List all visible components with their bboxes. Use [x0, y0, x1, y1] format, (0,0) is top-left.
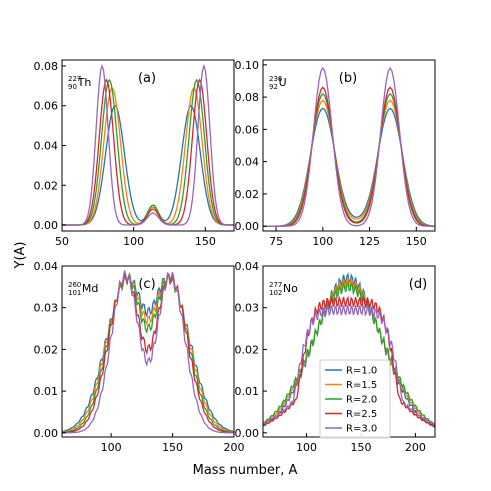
- series-line-r-1-0: [62, 271, 234, 433]
- series-line-r-2-5: [263, 86, 435, 227]
- series-line-r-3-0: [62, 270, 234, 434]
- y-tick-label: 0.01: [235, 385, 260, 398]
- y-tick-label: 0.10: [235, 59, 260, 72]
- y-tick-label: 0.06: [34, 100, 59, 113]
- nucleus-charge-number: 92: [269, 83, 278, 91]
- panel-b: 75 100 125 150 0.00 0.02 0.04 0.06 0.08 0.10 23692…: [235, 59, 436, 248]
- series-line-r-2-5: [263, 295, 435, 427]
- y-tick-label: 0.08: [235, 91, 260, 104]
- y-tick-label: 0.02: [235, 188, 260, 201]
- series-line-r-2-5: [62, 272, 234, 434]
- series-line-r-3-0: [62, 63, 234, 226]
- legend-box: [319, 359, 391, 439]
- y-tick-label: 0.02: [34, 179, 59, 192]
- axes-frame: [262, 59, 436, 232]
- nucleus-symbol: Md: [82, 282, 98, 295]
- y-tick-label: 0.00: [34, 427, 59, 440]
- series-line-r-1-0: [62, 104, 234, 226]
- nucleus-charge-number: 101: [68, 289, 81, 297]
- y-axis-title: Y(A): [13, 242, 28, 270]
- y-tick-label: 0.02: [235, 343, 260, 356]
- series-line-r-3-0: [263, 303, 435, 426]
- panel-label: (a): [138, 71, 156, 86]
- x-tick-label: 150: [350, 441, 371, 454]
- axes-frame: [61, 265, 235, 438]
- x-tick-label: 150: [195, 235, 216, 248]
- x-tick-label: 75: [269, 235, 283, 248]
- legend: R=1.0 R=1.5 R=2.0 R=2.5 R=3.0: [319, 359, 391, 439]
- legend-label: R=2.5: [346, 409, 377, 420]
- legend-label: R=2.0: [346, 395, 377, 406]
- y-tick-label: 0.04: [235, 260, 260, 273]
- legend-label: R=1.0: [346, 366, 377, 377]
- series-line-r-3-0: [263, 66, 435, 227]
- x-tick-label: 50: [55, 235, 69, 248]
- x-tick-label: 100: [296, 441, 317, 454]
- y-tick-label: 0.00: [235, 220, 260, 233]
- series-line-r-2-5: [62, 78, 234, 226]
- nucleus-symbol: No: [283, 282, 298, 295]
- nucleus-mass-number: 277: [269, 281, 282, 289]
- y-tick-label: 0.00: [34, 219, 59, 232]
- y-tick-label: 0.04: [34, 260, 59, 273]
- series-line-r-2-0: [62, 271, 234, 434]
- y-tick-label: 0.06: [235, 123, 260, 136]
- nucleus-mass-number: 236: [269, 75, 283, 83]
- series-line-r-2-0: [263, 280, 435, 425]
- legend-label: R=1.5: [346, 380, 377, 391]
- nucleus-charge-number: 102: [269, 289, 282, 297]
- x-tick-label: 150: [162, 441, 183, 454]
- x-tick-label: 150: [406, 235, 427, 248]
- x-axis-title: Mass number, A: [193, 463, 298, 478]
- x-tick-label: 100: [101, 441, 122, 454]
- panel-label: (c): [138, 277, 155, 292]
- x-tick-label: 125: [359, 235, 380, 248]
- y-tick-label: 0.04: [235, 156, 260, 169]
- y-tick-label: 0.02: [34, 343, 59, 356]
- y-tick-label: 0.04: [34, 140, 59, 153]
- y-tick-label: 0.00: [235, 427, 260, 440]
- panel-label: (b): [339, 71, 357, 86]
- series-line-r-1-5: [62, 271, 234, 433]
- nucleus-charge-number: 90: [68, 83, 77, 91]
- y-tick-label: 0.08: [34, 60, 59, 73]
- nucleus-symbol: Th: [77, 76, 92, 89]
- series-line-r-2-0: [62, 78, 234, 226]
- y-tick-label: 0.01: [34, 385, 59, 398]
- x-tick-label: 100: [312, 235, 333, 248]
- nucleus-mass-number: 227: [68, 75, 81, 83]
- x-tick-label: 100: [123, 235, 144, 248]
- y-tick-label: 0.03: [235, 302, 260, 315]
- panel-label: (d): [409, 277, 427, 292]
- y-tick-label: 0.03: [34, 302, 59, 315]
- x-tick-label: 200: [224, 441, 245, 454]
- nucleus-mass-number: 260: [68, 281, 81, 289]
- nucleus-symbol: U: [279, 76, 287, 89]
- legend-label: R=3.0: [346, 424, 377, 435]
- x-tick-label: 200: [405, 441, 426, 454]
